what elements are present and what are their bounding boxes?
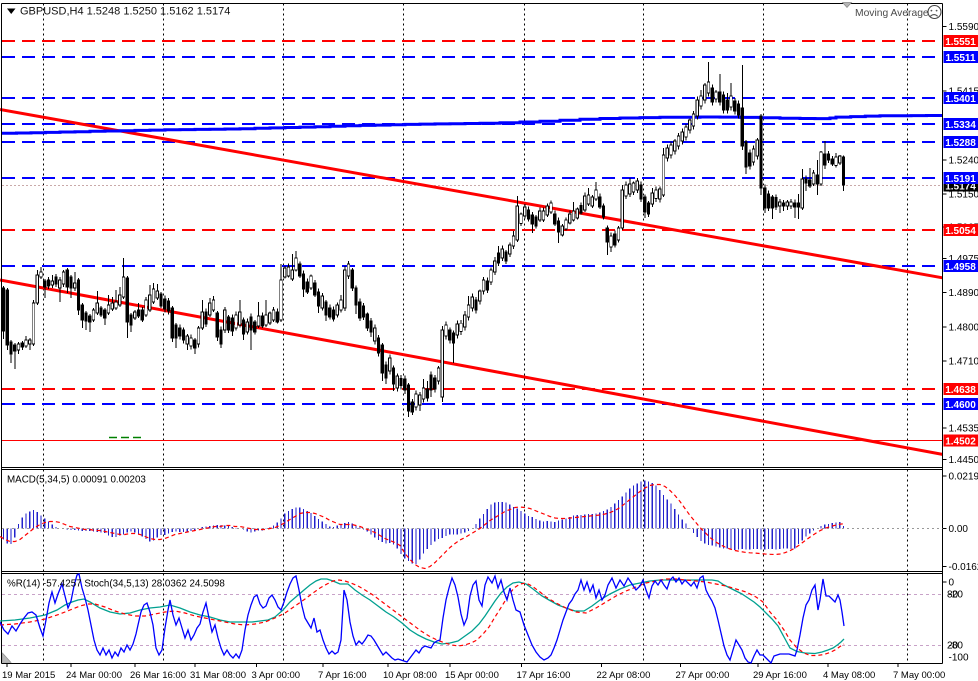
svg-text:22 Apr 08:00: 22 Apr 08:00 <box>597 670 651 681</box>
svg-text:1.4638: 1.4638 <box>945 385 976 396</box>
svg-text:0.00: 0.00 <box>949 524 969 535</box>
svg-text:MACD(5,34,5) 0.00091 0.00203: MACD(5,34,5) 0.00091 0.00203 <box>7 475 146 486</box>
svg-text:27 Apr 00:00: 27 Apr 00:00 <box>676 670 730 681</box>
svg-text:1.4958: 1.4958 <box>945 262 976 273</box>
svg-text:15 Apr 00:00: 15 Apr 00:00 <box>445 670 499 681</box>
svg-text:1.5551: 1.5551 <box>945 37 976 48</box>
svg-text:1.5191: 1.5191 <box>945 174 976 185</box>
svg-text:1.4890: 1.4890 <box>949 288 978 299</box>
svg-text:-20: -20 <box>949 590 964 601</box>
svg-text:29 Apr 16:00: 29 Apr 16:00 <box>753 670 807 681</box>
svg-text:%R(14) -57.4257 Stoch(34,5,13: %R(14) -57.4257 Stoch(34,5,13) 28.0362 2… <box>7 579 225 590</box>
svg-text:19 Mar 2015: 19 Mar 2015 <box>2 670 55 681</box>
svg-text:24 Mar 00:00: 24 Mar 00:00 <box>66 670 122 681</box>
svg-text:1.4600: 1.4600 <box>945 400 976 411</box>
svg-text:10 Apr 08:00: 10 Apr 08:00 <box>383 670 437 681</box>
svg-text:1.5174: 1.5174 <box>945 181 976 192</box>
svg-text:4 May 08:00: 4 May 08:00 <box>823 670 875 681</box>
svg-text:7 May 00:00: 7 May 00:00 <box>893 670 945 681</box>
svg-text:-80: -80 <box>949 641 964 652</box>
svg-text:0.0219: 0.0219 <box>949 472 978 483</box>
svg-text:0: 0 <box>949 578 955 589</box>
svg-text:7 Apr 16:00: 7 Apr 16:00 <box>318 670 367 681</box>
svg-text:-0.01624: -0.01624 <box>949 562 978 573</box>
svg-text:1.5150: 1.5150 <box>949 190 978 201</box>
svg-text:80: 80 <box>947 590 959 601</box>
svg-text:1.5511: 1.5511 <box>945 53 975 64</box>
svg-text:26 Mar 16:00: 26 Mar 16:00 <box>130 670 186 681</box>
svg-text:-100: -100 <box>949 653 969 664</box>
svg-text:1.5401: 1.5401 <box>945 94 976 105</box>
svg-text:20: 20 <box>947 641 959 652</box>
svg-text:17 Apr 16:00: 17 Apr 16:00 <box>517 670 571 681</box>
svg-text:31 Mar 08:00: 31 Mar 08:00 <box>190 670 246 681</box>
svg-text:Moving Average: Moving Average <box>855 8 929 19</box>
svg-text:1.4710: 1.4710 <box>949 357 978 368</box>
svg-text:1.5288: 1.5288 <box>945 138 976 149</box>
svg-text:1.4800: 1.4800 <box>949 323 978 334</box>
svg-text:GBPUSD,H4 1.5248 1.5250 1.516: GBPUSD,H4 1.5248 1.5250 1.5162 1.5174 <box>20 6 230 18</box>
svg-text:1.4502: 1.4502 <box>945 436 976 447</box>
svg-text:1.5334: 1.5334 <box>945 120 976 131</box>
svg-text:1.4450: 1.4450 <box>949 455 978 466</box>
svg-text:1.4535: 1.4535 <box>949 424 978 435</box>
svg-text:3 Apr 00:00: 3 Apr 00:00 <box>252 670 301 681</box>
svg-text:1.5240: 1.5240 <box>949 156 978 167</box>
svg-text:1.4975: 1.4975 <box>949 254 978 265</box>
svg-text:1.5054: 1.5054 <box>945 226 976 237</box>
svg-text:1.5590: 1.5590 <box>949 22 978 33</box>
